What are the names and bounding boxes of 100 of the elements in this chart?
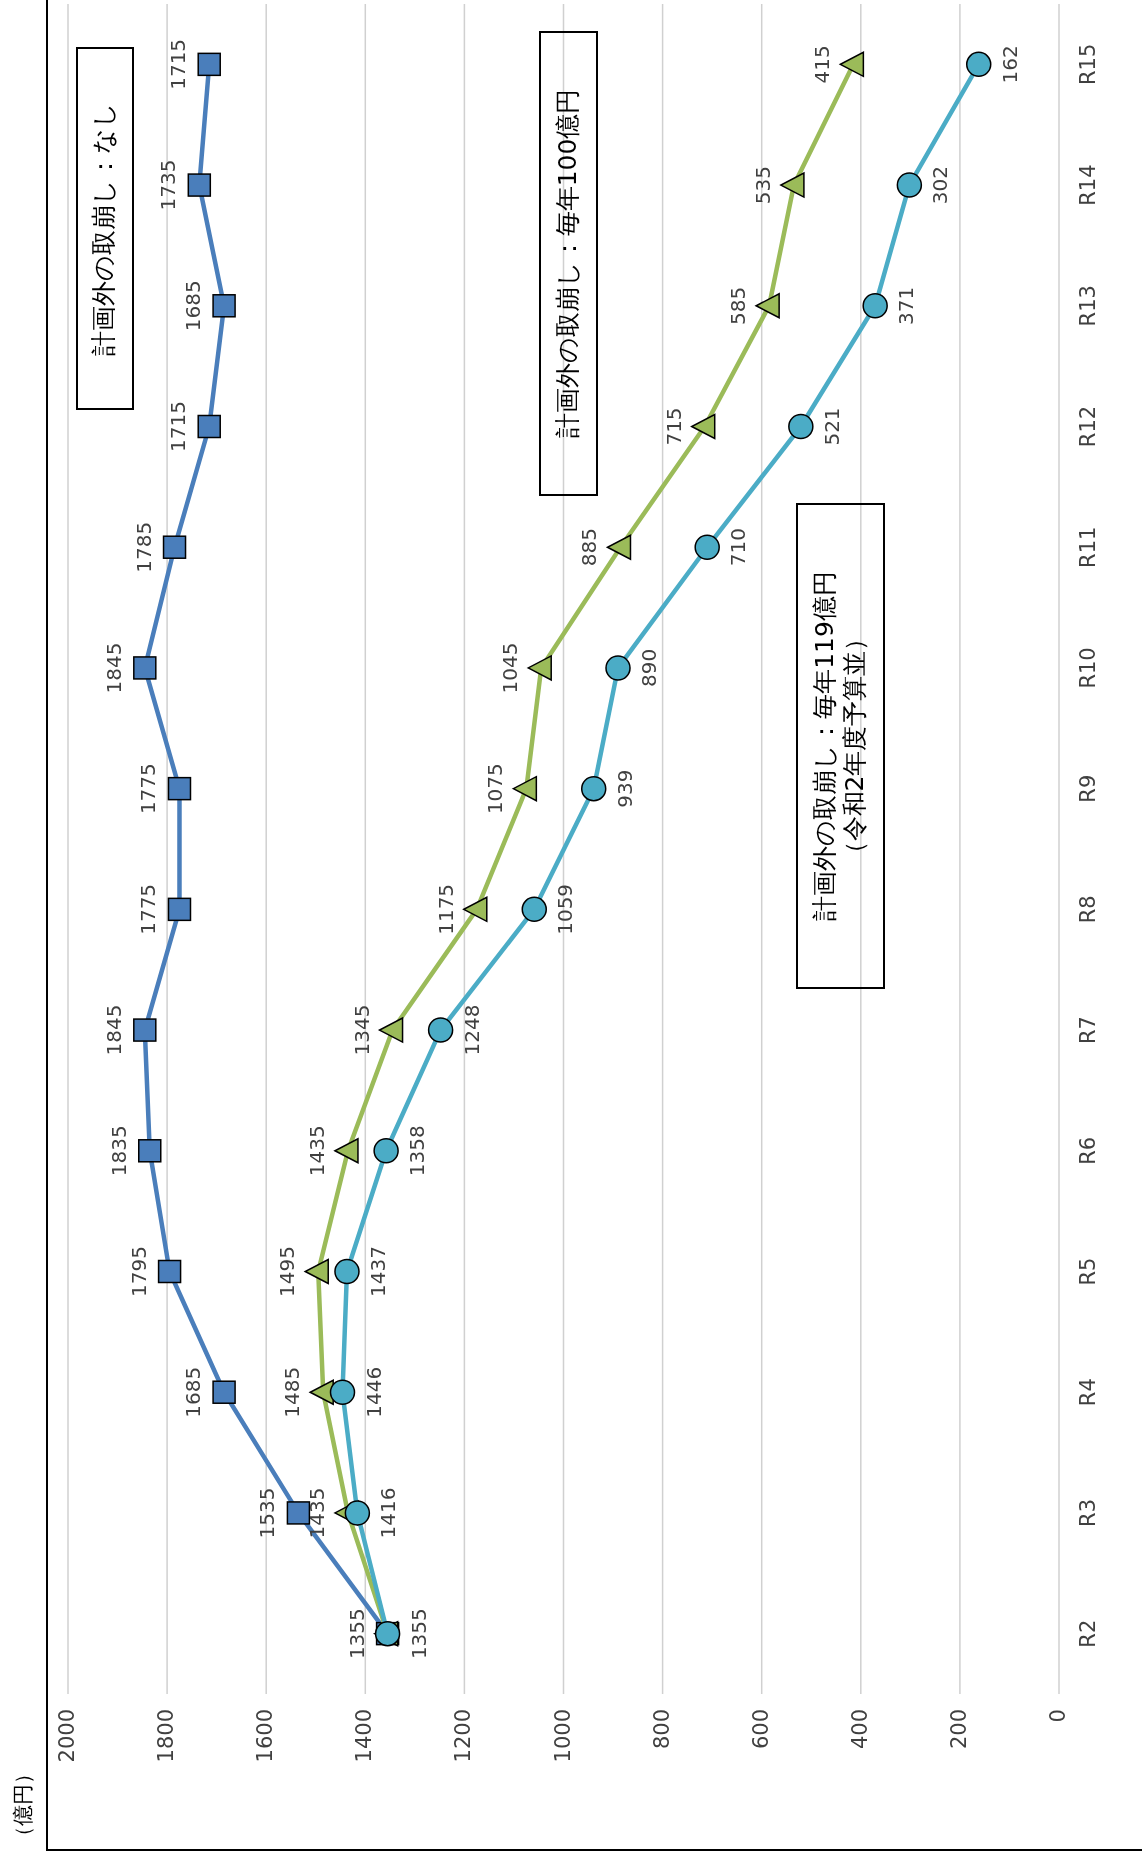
x-tick-label: 1200 [451, 1709, 476, 1763]
data-label: 1715 [166, 38, 191, 90]
data-label: 1437 [365, 1246, 390, 1297]
data-label: 885 [577, 528, 602, 567]
text: （億円） [11, 1763, 35, 1847]
point [344, 1500, 371, 1526]
data-label: 585 [726, 286, 751, 325]
data-label: 521 [819, 407, 844, 446]
x-tick-label: 1400 [352, 1709, 377, 1763]
data-label: 890 [637, 648, 662, 688]
point [527, 655, 552, 681]
annotation: 計画外の取崩し：毎年119億円（令和2年度予算並） [809, 571, 869, 921]
point [167, 897, 192, 922]
data-label: 1835 [106, 1125, 131, 1177]
y-tick-label: R5 [1076, 1257, 1100, 1286]
y-tick-label: R12 [1076, 405, 1100, 448]
point [197, 52, 221, 77]
y-tick-label: R11 [1076, 526, 1100, 568]
y-tick-label: R3 [1076, 1498, 1100, 1527]
data-label: 1775 [136, 763, 161, 815]
point [755, 293, 780, 319]
data-label: 535 [750, 165, 775, 205]
data-label: 1535 [255, 1487, 280, 1539]
point [334, 1138, 359, 1164]
data-label: 302 [928, 165, 953, 205]
data-label: 1045 [498, 642, 523, 694]
point [965, 51, 992, 78]
data-label: 1248 [459, 1004, 484, 1056]
annotation: 計画外の取崩し：毎年100億円 [552, 88, 582, 439]
point [162, 535, 187, 559]
x-tick-label: 1000 [550, 1709, 575, 1763]
y-tick-label: R9 [1076, 774, 1100, 803]
data-label: 1416 [376, 1487, 401, 1539]
point [304, 1258, 329, 1285]
point [157, 1259, 182, 1284]
data-label: 1845 [101, 642, 126, 694]
point [463, 896, 488, 923]
data-label: 1685 [181, 1366, 206, 1418]
point [512, 775, 538, 802]
point [187, 173, 212, 197]
point [862, 293, 888, 319]
y-tick-label: R13 [1076, 285, 1100, 327]
data-label: 1355 [406, 1608, 431, 1660]
x-tick-label: 0 [1046, 1709, 1070, 1723]
data-label: 1358 [405, 1125, 430, 1177]
data-label: 1715 [166, 401, 191, 452]
data-label: 1345 [349, 1004, 374, 1056]
point [378, 1017, 404, 1043]
point [197, 414, 221, 439]
data-label: 1485 [280, 1366, 305, 1418]
point [133, 656, 157, 680]
point [521, 896, 548, 923]
point [212, 1380, 236, 1404]
x-tick-label: 400 [847, 1709, 872, 1750]
point [839, 51, 865, 78]
data-label: 371 [894, 286, 919, 325]
data-label: 1435 [304, 1487, 329, 1539]
point [133, 1018, 157, 1042]
annotation: 計画外の取崩し：なし [89, 101, 118, 356]
data-label: 1435 [304, 1125, 329, 1177]
data-label: 1735 [156, 159, 181, 211]
data-label: 1785 [131, 521, 156, 573]
data-label: 1495 [275, 1246, 300, 1297]
point [138, 1139, 162, 1163]
data-label: 715 [661, 407, 686, 446]
x-tick-label: 1600 [253, 1709, 278, 1763]
data-label: 162 [997, 45, 1022, 84]
y-tick-label: R4 [1076, 1378, 1100, 1407]
data-label: 1795 [126, 1246, 151, 1297]
y-tick-label: R7 [1076, 1016, 1100, 1045]
point [286, 1501, 311, 1525]
point [167, 776, 192, 801]
point [373, 1138, 399, 1164]
data-label: 1685 [181, 280, 206, 332]
point [606, 534, 632, 560]
y-tick-label: R15 [1076, 43, 1100, 86]
y-tick-label: R2 [1076, 1619, 1100, 1648]
data-label: 1059 [553, 883, 578, 935]
point [780, 172, 805, 198]
data-label: 1446 [361, 1366, 386, 1418]
point [427, 1017, 454, 1043]
data-label: 1355 [344, 1608, 369, 1660]
point [334, 1258, 360, 1285]
x-tick-label: 200 [946, 1709, 971, 1750]
x-tick-label: 600 [748, 1709, 773, 1750]
data-label: 1775 [136, 883, 161, 935]
y-tick-label: R14 [1076, 164, 1100, 206]
data-label: 1075 [483, 763, 508, 815]
y-tick-label: R6 [1076, 1136, 1100, 1165]
data-label: 1845 [101, 1004, 126, 1056]
point [212, 294, 236, 318]
point [690, 413, 716, 440]
y-tick-label: R10 [1076, 647, 1100, 689]
point [605, 655, 631, 681]
point [329, 1379, 356, 1405]
x-tick-label: 2000 [55, 1709, 79, 1763]
x-tick-label: 1800 [154, 1709, 179, 1763]
data-label: 415 [810, 45, 835, 84]
point [896, 172, 923, 198]
x-tick-label: 800 [649, 1709, 674, 1750]
